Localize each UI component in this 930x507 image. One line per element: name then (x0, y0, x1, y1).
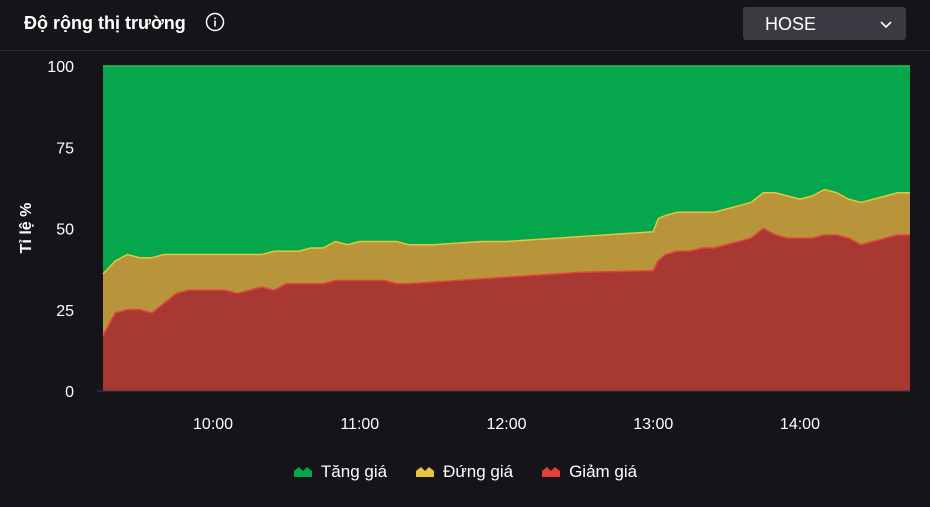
market-breadth-chart: 0 25 50 75 100 10:00 11:00 12:00 13:00 14:00 Tỉ lệ… (0, 52, 930, 507)
line-dung-gia (102, 188, 910, 275)
area-dung-gia (103, 189, 910, 336)
y-tick-label: 50 (56, 222, 74, 239)
area-giam-gia (103, 228, 910, 391)
panel-title: Độ rộng thị trường (24, 13, 186, 33)
legend-item[interactable]: Giảm giá (541, 459, 637, 485)
x-tick-label: 13:00 (633, 416, 673, 433)
y-tick-label: 0 (65, 384, 74, 401)
y-axis-label: Tỉ lệ % (18, 203, 35, 254)
legend-marker-icon (542, 467, 561, 477)
panel-header: Độ rộng thị trường HOSE (0, 0, 930, 51)
y-tick-label: 75 (56, 140, 74, 157)
legend-label: Giảm giá (569, 462, 638, 481)
chevron-down-icon (880, 21, 892, 29)
area-tang-gia (103, 66, 910, 274)
y-tick-label: 25 (56, 303, 74, 320)
x-tick-label: 10:00 (193, 416, 233, 433)
x-tick-label: 11:00 (340, 416, 379, 433)
chart-canvas: 0 25 50 75 100 10:00 11:00 12:00 13:00 14:00 Tỉ lệ… (18, 59, 910, 433)
x-tick-label: 14:00 (780, 416, 820, 433)
legend-label: Tăng giá (320, 462, 388, 481)
chart-legend: Tăng giá Đứng giá Giảm giá (0, 459, 930, 485)
legend-marker-icon (293, 467, 312, 477)
info-circle-icon[interactable] (205, 12, 225, 32)
line-giam-gia (102, 227, 910, 337)
exchange-select-value: HOSE (765, 14, 817, 34)
legend-item[interactable]: Đứng giá (415, 459, 513, 485)
y-tick-label: 100 (47, 59, 74, 76)
legend-item[interactable]: Tăng giá (293, 459, 387, 485)
legend-label: Đứng giá (443, 462, 514, 481)
x-tick-label: 12:00 (486, 416, 526, 433)
exchange-select[interactable]: HOSE (743, 7, 906, 40)
legend-marker-icon (416, 467, 435, 477)
